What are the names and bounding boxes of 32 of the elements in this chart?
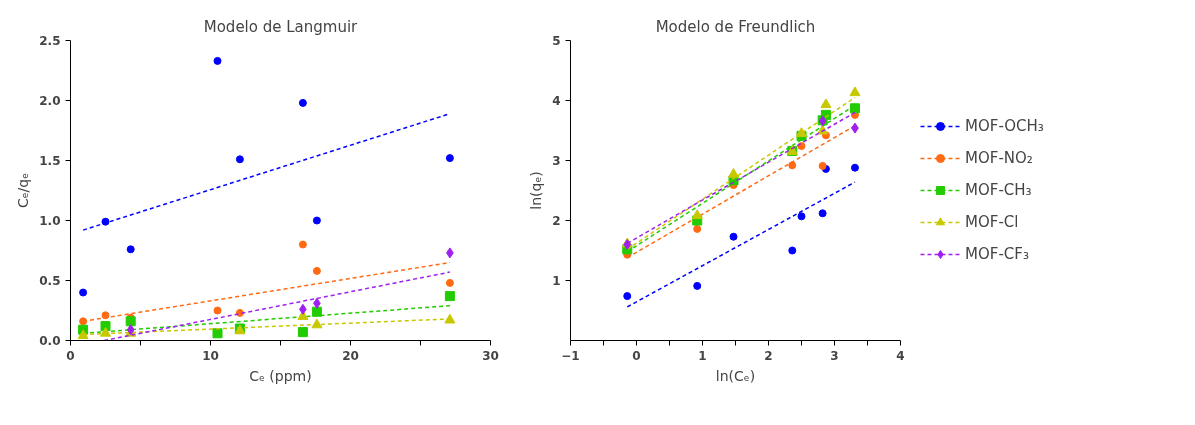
x-axis-title: ln(Cₑ) [715,367,756,384]
legend-label: MOF-CH₃ [965,181,1032,199]
legend-label: MOF-Cl [965,213,1019,231]
chart-title: Modelo de Langmuir [203,17,359,36]
chart-title: Modelo de Freundlich [655,17,816,36]
x-tick-label: 0 [66,348,75,363]
x-tick-label: 30 [482,348,499,363]
y-tick-label: 2.0 [39,94,61,108]
x-tick-label: 1 [698,348,707,363]
x-tick-label: −1 [561,348,580,363]
legend-label: MOF-CF₃ [965,245,1029,263]
y-axis-title: ln(qₑ) [528,171,545,210]
x-tick-label: 10 [202,348,219,363]
y-tick-label: 1 [552,274,561,288]
y-tick-label: 2 [552,214,561,228]
x-tick-label: 4 [896,348,905,363]
y-tick-label: 0.0 [39,334,61,348]
y-axis-title: Cₑ/qₑ [15,172,32,209]
x-tick-label: 2 [764,348,773,363]
y-tick-label: 0.5 [39,274,61,288]
x-tick-label: 20 [342,348,359,363]
x-tick-label: 0 [632,348,641,363]
y-tick-label: 4 [552,94,561,108]
y-tick-label: 1.0 [39,214,61,228]
y-tick-label: 1.5 [39,154,61,168]
x-tick-label: 3 [830,348,839,363]
y-tick-label: 5 [552,34,561,48]
legend-label: MOF-NO₂ [965,149,1033,167]
y-tick-label: 3 [552,154,561,168]
legend-label: MOF-OCH₃ [965,117,1044,135]
y-tick-label: 2.5 [39,34,61,48]
x-axis-title: Cₑ (ppm) [249,367,312,384]
